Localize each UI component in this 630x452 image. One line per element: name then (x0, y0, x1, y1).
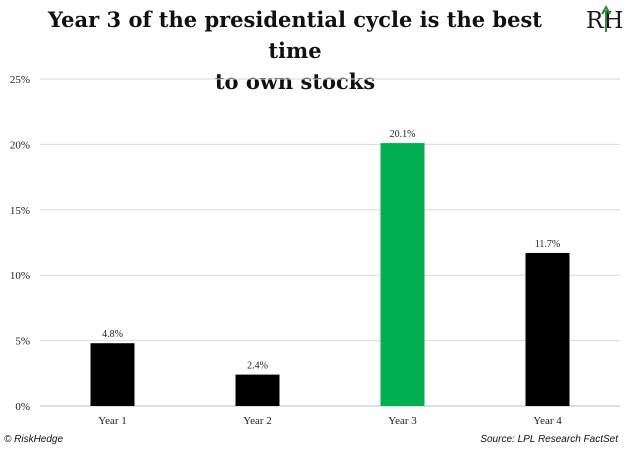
data-labels: 4.8% 2.4% 20.1% 11.7% (102, 129, 560, 372)
x-tick-label: Year 4 (533, 415, 562, 427)
chart-title-line-2: to own stocks (214, 69, 376, 94)
y-tick-label: 0% (15, 401, 30, 413)
bar-year-3 (380, 143, 425, 407)
logo-arrow-icon (601, 4, 611, 32)
bars (90, 143, 570, 407)
gridlines (40, 78, 620, 407)
y-tick-label: 15% (10, 205, 30, 217)
x-tick-label: Year 2 (243, 415, 272, 427)
copyright-note: © RiskHedge (4, 434, 64, 445)
y-axis-ticks: 0% 5% 10% 15% 20% 25% (10, 74, 30, 413)
y-tick-label: 5% (15, 336, 30, 348)
x-tick-label: Year 3 (388, 415, 417, 427)
data-label: 4.8% (102, 329, 123, 340)
y-tick-label: 10% (10, 270, 30, 282)
source-note: Source: LPL Research FactSet (480, 434, 618, 445)
chart-title-line-1: Year 3 of the presidential cycle is the … (48, 7, 542, 63)
riskhedge-logo: RH (586, 4, 623, 34)
bar-year-4 (525, 252, 570, 406)
chart-title: Year 3 of the presidential cycle is the … (40, 4, 550, 97)
bar-year-1 (90, 343, 135, 406)
data-label: 11.7% (535, 239, 560, 250)
x-tick-label: Year 1 (98, 415, 127, 427)
data-label: 20.1% (390, 129, 416, 140)
y-tick-label: 20% (10, 139, 30, 151)
x-axis-ticks: Year 1 Year 2 Year 3 Year 4 (98, 415, 562, 427)
y-tick-label: 25% (10, 74, 30, 86)
bar-year-2 (235, 374, 280, 406)
logo-letters: RH (586, 8, 623, 34)
data-label: 2.4% (247, 361, 268, 372)
